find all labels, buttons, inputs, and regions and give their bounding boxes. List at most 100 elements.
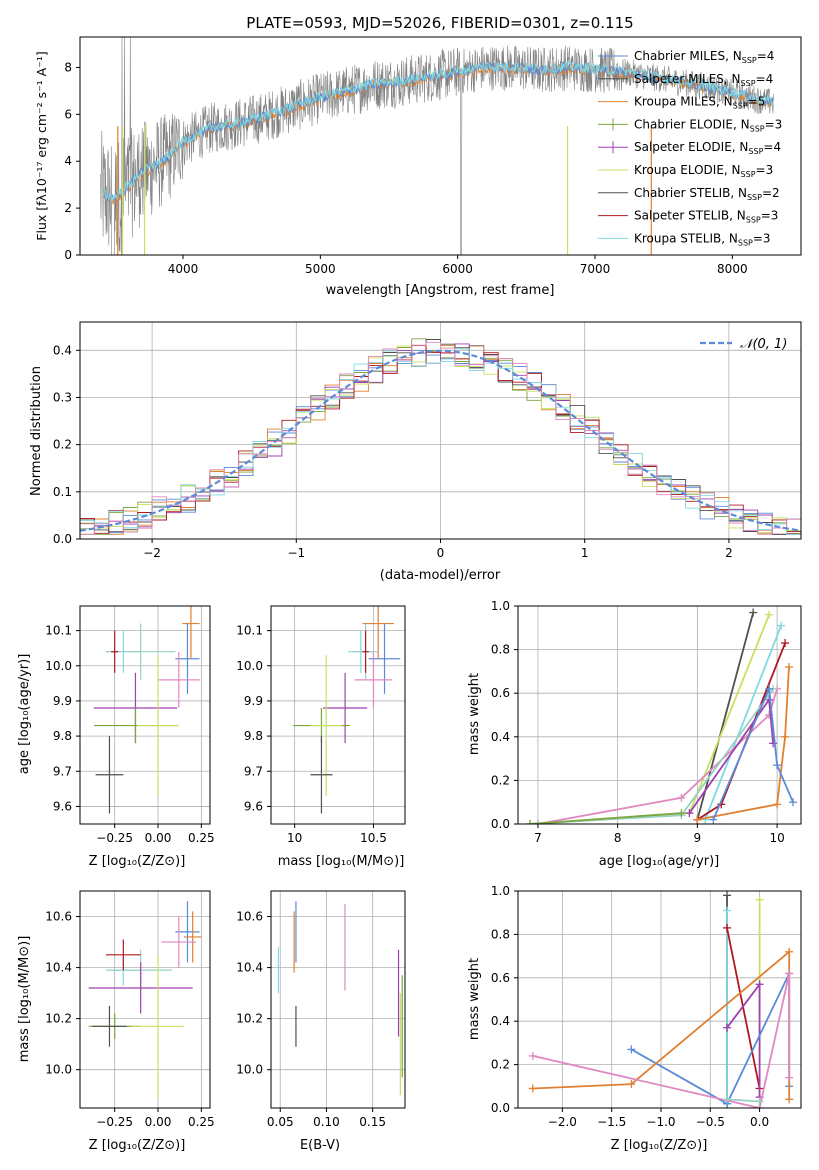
panel-c-ylabel: mass weight <box>467 673 482 755</box>
panel-a-ylabel: age [log₁₀(age/yr)] <box>17 654 32 775</box>
panel-x-tick-label: 0.00 <box>145 1115 172 1129</box>
panel-y-tick-label: 0.0 <box>491 1101 510 1115</box>
panel-x-tick-label: 0.15 <box>359 1115 386 1129</box>
legend-label: Chabrier MILES, NSSP=4 <box>634 49 774 65</box>
panel-y-tick-label: 10.0 <box>236 659 263 673</box>
mass-weight-vs-metallicity-panel: −2.0 −1.5 −1.0 −0.5 0.0 0.0 0.2 0.4 0.6 0.8 1.0 <box>491 884 802 1129</box>
spectrum-title: PLATE=0593, MJD=52026, FIBERID=0301, z=0… <box>246 14 633 32</box>
weight-series-line <box>696 612 755 820</box>
panel-y-tick-label: 1.0 <box>491 599 510 613</box>
panel-y-tick-label: 9.8 <box>244 729 263 743</box>
legend-label: Kroupa ELODIE, NSSP=3 <box>634 163 773 179</box>
panel-y-tick-label: 10.0 <box>236 1063 263 1077</box>
histogram-ylabel: Normed distribution <box>29 366 44 496</box>
panel-f-ylabel: mass weight <box>467 958 482 1040</box>
normal-curve <box>80 349 801 532</box>
spectrum-x-tick-label: 5000 <box>305 262 336 276</box>
panel-y-tick-label: 9.7 <box>244 764 263 778</box>
legend-label: Chabrier STELIB, NSSP=2 <box>634 186 780 202</box>
spectrum-data <box>100 37 774 255</box>
legend-label: Salpeter MILES, NSSP=4 <box>634 72 773 88</box>
histogram-y-tick-label: 0.1 <box>53 485 72 499</box>
panel-y-tick-label: 0.2 <box>491 1058 510 1072</box>
panel-x-tick-label: 0.05 <box>267 1115 294 1129</box>
mass-vs-metallicity-panel: −0.25 0.00 0.25 10.0 10.2 10.4 10.6 <box>45 890 215 1129</box>
panel-y-tick-label: 9.9 <box>53 694 72 708</box>
panel-frame <box>79 605 211 825</box>
spectrum-x-tick-label: 6000 <box>442 262 473 276</box>
histogram-steps <box>80 338 801 535</box>
panel-e-xlabel: E(B-V) <box>300 1138 340 1153</box>
panel-x-tick-label: 0.25 <box>188 831 215 845</box>
panel-y-tick-label: 0.8 <box>491 643 510 657</box>
panel-y-tick-label: 10.0 <box>45 659 72 673</box>
weight-series-line <box>537 688 778 824</box>
panel-y-tick-label: 0.4 <box>491 730 510 744</box>
spectrum-y-tick-label: 2 <box>64 201 72 215</box>
panel-y-tick-label: 0.2 <box>491 773 510 787</box>
panel-frame <box>270 890 406 1109</box>
panel-y-tick-label: 0.8 <box>491 927 510 941</box>
spectrum-y-ticks: 0 2 4 6 8 <box>64 60 80 262</box>
panel-y-tick-label: 10.6 <box>45 910 72 924</box>
mass-vs-extinction-panel: 0.05 0.10 0.15 10.0 10.2 10.4 10.6 <box>236 890 406 1129</box>
mass-weight-vs-age-panel: 7 8 9 10 0.0 0.2 0.4 0.6 0.8 1.0 <box>491 599 802 845</box>
spectrum-x-ticks: 4000 5000 6000 7000 8000 <box>168 255 748 276</box>
legend-label: Kroupa MILES, NSSP=5 <box>634 95 765 111</box>
histogram-y-tick-label: 0.3 <box>53 390 72 404</box>
panel-y-tick-label: 10.4 <box>236 961 263 975</box>
histogram-step-series <box>80 348 801 535</box>
weight-series-line <box>726 981 761 1098</box>
weight-series-line <box>726 1098 760 1103</box>
panel-frame <box>270 605 406 825</box>
histogram-xlabel: (data-model)/error <box>380 568 501 583</box>
legend-label: Salpeter STELIB, NSSP=3 <box>634 209 778 225</box>
histogram-step-series <box>80 344 801 534</box>
panel-x-tick-label: −2.0 <box>548 1115 577 1129</box>
panel-x-tick-label: 9 <box>694 831 702 845</box>
histogram-step-series <box>80 341 801 535</box>
histogram-x-tick-label: 1 <box>581 546 589 560</box>
panel-y-tick-label: 10.2 <box>236 1012 263 1026</box>
histogram-x-tick-label: 2 <box>725 546 733 560</box>
panel-y-tick-label: 10.1 <box>236 624 263 638</box>
observed-spectrum-line <box>100 37 774 255</box>
histogram-x-tick-label: −1 <box>287 546 305 560</box>
histogram-y-tick-label: 0.2 <box>53 438 72 452</box>
spectrum-panel: PLATE=0593, MJD=52026, FIBERID=0301, z=0… <box>34 14 802 298</box>
panel-y-tick-label: 9.7 <box>53 764 72 778</box>
histogram-y-tick-label: 0.0 <box>53 532 72 546</box>
spectrum-y-tick-label: 0 <box>64 248 72 262</box>
panel-x-tick-label: 0.10 <box>313 1115 340 1129</box>
model-spectrum-line <box>102 59 774 202</box>
panel-y-tick-label: 10.2 <box>45 1012 72 1026</box>
panel-marks <box>277 901 403 1096</box>
panel-frame <box>79 890 211 1109</box>
histogram-x-tick-label: 0 <box>437 546 445 560</box>
panel-x-tick-label: 8 <box>614 831 622 845</box>
legend-label: Salpeter ELODIE, NSSP=4 <box>634 140 781 156</box>
panel-x-tick-label: −0.25 <box>96 1115 133 1129</box>
panel-x-tick-label: 0.25 <box>188 1115 215 1129</box>
panel-y-tick-label: 9.8 <box>53 729 72 743</box>
panel-frame <box>517 605 802 825</box>
spectrum-xlabel: wavelength [Angstrom, rest frame] <box>326 283 555 298</box>
spectrum-y-tick-label: 4 <box>64 154 72 168</box>
panel-y-tick-label: 0.6 <box>491 971 510 985</box>
panel-x-tick-label: 0.00 <box>145 831 172 845</box>
panel-x-tick-label: 7 <box>534 831 542 845</box>
weight-series-line <box>726 927 761 1089</box>
weight-series-line <box>529 614 770 824</box>
panel-d-xlabel: Z [log₁₀(Z/Z⊙)] <box>89 1138 186 1153</box>
panel-marks <box>293 606 401 814</box>
spectrum-frame <box>79 36 802 256</box>
spectrum-x-tick-label: 8000 <box>717 262 748 276</box>
panel-d-ylabel: mass [log₁₀(M/M⊙)] <box>17 936 32 1063</box>
panel-marks <box>93 606 200 814</box>
normal-legend-label: 𝒩(0, 1) <box>740 337 787 352</box>
weight-series-line <box>529 812 682 824</box>
panel-y-tick-label: 9.6 <box>53 799 72 813</box>
panel-marks <box>528 891 794 1108</box>
histogram-x-tick-label: −2 <box>143 546 161 560</box>
